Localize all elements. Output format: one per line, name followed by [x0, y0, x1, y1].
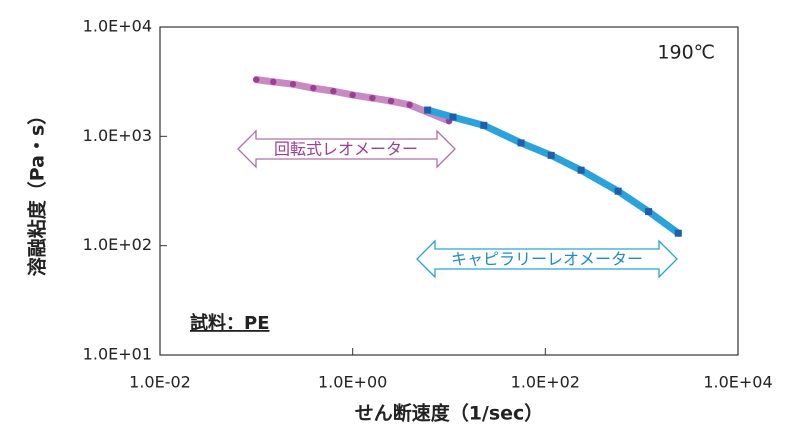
annotation: 試料：PE [190, 312, 270, 334]
series-line [424, 106, 682, 237]
x-axis-label: せん断速度（1/sec） [355, 402, 544, 425]
point [270, 78, 277, 86]
annotation: キャピラリーレオメーター [451, 250, 643, 269]
y-axis-label: 溶融粘度（Pa・s） [26, 106, 49, 277]
point [330, 87, 337, 95]
range-arrow [416, 239, 678, 279]
x-tick-label: 1.0E+02 [511, 373, 580, 392]
point [349, 91, 356, 99]
range-arrow [237, 129, 456, 169]
point [480, 121, 488, 129]
point [289, 80, 297, 88]
annotation: 回転式レオメーター [274, 140, 418, 159]
x-tick-label: 1.0E-02 [129, 373, 191, 392]
point [674, 229, 682, 237]
y-tick-label: 1.0E+04 [83, 17, 152, 36]
series-line [252, 76, 453, 125]
point [614, 187, 622, 195]
plot-frame [159, 26, 739, 356]
point [517, 139, 525, 147]
y-tick-label: 1.0E+02 [83, 235, 152, 254]
y-tick-label: 1.0E+03 [83, 126, 152, 145]
x-tick-label: 1.0E+04 [703, 373, 772, 392]
point [645, 208, 653, 216]
point [577, 166, 585, 174]
point [369, 94, 376, 102]
point [406, 101, 413, 109]
point [424, 106, 432, 114]
point [387, 97, 395, 105]
point [449, 113, 457, 121]
x-tick-label: 1.0E+00 [318, 373, 387, 392]
annotation: 190℃ [657, 42, 715, 64]
point [547, 151, 555, 159]
y-tick-label: 1.0E+01 [83, 345, 152, 364]
point [253, 76, 260, 83]
point [310, 84, 317, 92]
